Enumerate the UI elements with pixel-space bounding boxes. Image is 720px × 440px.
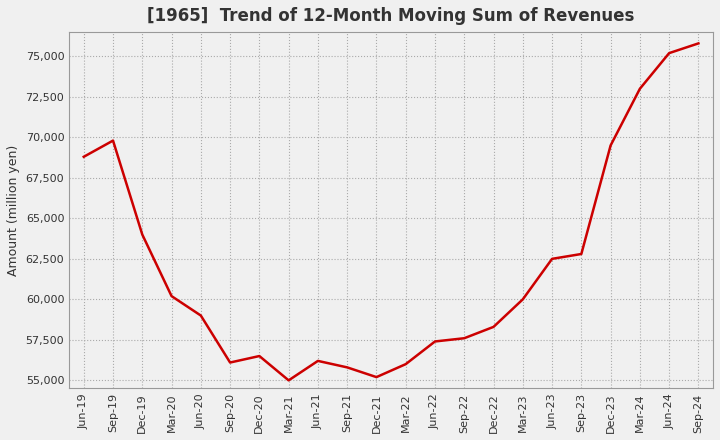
Y-axis label: Amount (million yen): Amount (million yen) — [7, 145, 20, 276]
Title: [1965]  Trend of 12-Month Moving Sum of Revenues: [1965] Trend of 12-Month Moving Sum of R… — [148, 7, 635, 25]
